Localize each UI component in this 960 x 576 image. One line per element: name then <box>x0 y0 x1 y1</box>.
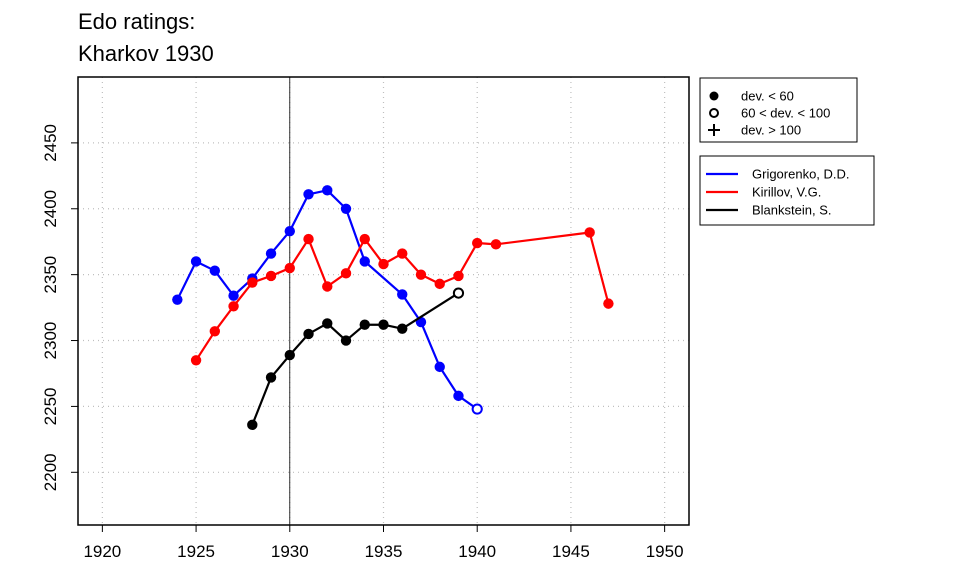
data-point <box>340 335 352 346</box>
legend-filled-circle-icon <box>709 91 719 101</box>
data-point <box>340 268 352 279</box>
data-point <box>247 419 258 431</box>
data-point <box>190 256 202 267</box>
y-tick-label: 2350 <box>41 256 60 294</box>
data-point <box>322 318 333 329</box>
data-point <box>378 258 389 270</box>
data-point <box>284 349 295 361</box>
data-point-open <box>452 287 465 299</box>
series-legend-label: Blankstein, S. <box>752 203 832 218</box>
data-point <box>359 256 370 267</box>
data-point <box>322 281 333 292</box>
data-point <box>303 233 314 245</box>
deviation-legend-label: dev. < 60 <box>741 89 794 104</box>
series-legend: Grigorenko, D.D. Kirillov, V.G. Blankstein… <box>699 155 875 226</box>
series-legend-label: Kirillov, V.G. <box>752 185 821 200</box>
deviation-legend-label: dev. > 100 <box>741 123 801 138</box>
data-point <box>322 185 333 196</box>
data-point <box>303 328 314 340</box>
data-point <box>453 270 464 282</box>
data-point <box>434 361 445 373</box>
legend-plus-icon <box>708 124 720 136</box>
data-point <box>397 323 408 334</box>
data-point <box>472 237 483 249</box>
deviation-legend-box <box>699 77 858 143</box>
data-point <box>359 319 370 330</box>
x-axis: 1920 1925 1930 1935 1940 1945 1950 <box>83 524 684 561</box>
x-tick-label: 1920 <box>83 542 121 561</box>
data-point <box>415 269 427 280</box>
y-tick-label: 2200 <box>41 453 60 491</box>
series-group <box>190 227 614 366</box>
data-point <box>209 265 221 276</box>
x-tick-label: 1930 <box>271 542 309 561</box>
series-group <box>172 185 483 415</box>
chart-title-line-2: Kharkov 1930 <box>78 41 214 66</box>
data-point <box>209 326 221 337</box>
data-point <box>490 239 502 250</box>
data-point <box>434 278 445 290</box>
data-point <box>265 248 277 259</box>
y-tick-label: 2450 <box>41 124 60 162</box>
y-tick-label: 2400 <box>41 190 60 228</box>
series-legend-box <box>699 155 875 226</box>
data-point <box>378 319 389 330</box>
series-layer <box>172 185 614 431</box>
x-tick-label: 1925 <box>177 542 215 561</box>
y-tick-label: 2300 <box>41 322 60 360</box>
data-point <box>190 355 202 366</box>
x-tick-label: 1940 <box>458 542 496 561</box>
data-point <box>397 248 408 259</box>
series-legend-label: Grigorenko, D.D. <box>752 167 850 182</box>
data-point <box>303 189 314 200</box>
data-point <box>172 294 183 305</box>
data-point <box>228 290 239 301</box>
data-point <box>603 298 614 309</box>
data-point <box>228 301 239 312</box>
x-tick-label: 1950 <box>646 542 684 561</box>
data-point-open <box>471 403 483 415</box>
data-point <box>284 225 295 237</box>
data-point <box>359 233 370 245</box>
y-tick-label: 2250 <box>41 387 60 425</box>
data-point <box>265 372 277 383</box>
legend-open-circle-icon <box>709 108 719 118</box>
series-line <box>176 189 478 410</box>
data-point <box>284 262 295 274</box>
data-point <box>247 277 258 288</box>
x-tick-label: 1945 <box>552 542 590 561</box>
series-line <box>251 292 460 426</box>
x-tick-label: 1935 <box>365 542 403 561</box>
grid-lines <box>78 77 689 525</box>
data-point <box>265 270 277 282</box>
data-point <box>340 203 352 214</box>
deviation-legend-label: 60 < dev. < 100 <box>741 106 830 121</box>
series-group <box>247 287 465 431</box>
y-axis: 2200 2250 2300 2350 2400 2450 <box>41 124 79 491</box>
data-point <box>397 289 408 300</box>
deviation-legend: dev. < 60 60 < dev. < 100 dev. > 100 <box>699 77 858 143</box>
data-point <box>453 390 464 402</box>
chart-title-line-1: Edo ratings: <box>78 9 196 34</box>
data-point <box>584 227 595 238</box>
